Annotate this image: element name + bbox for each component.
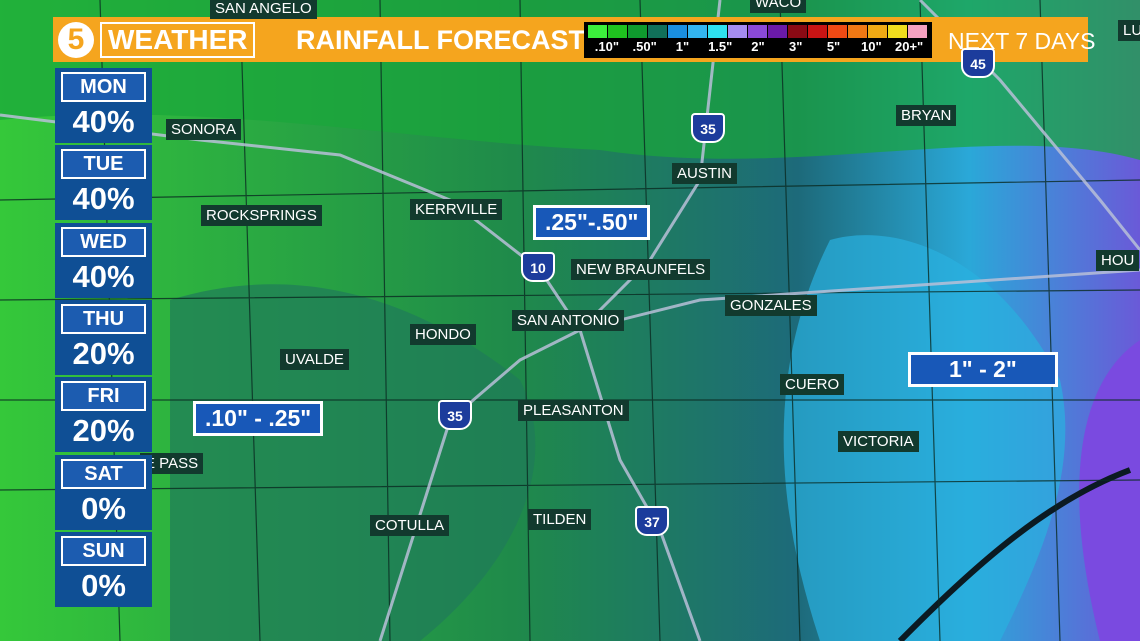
rain-chance: 0% <box>81 567 126 603</box>
legend-swatch <box>728 25 747 38</box>
range-label: .10" - .25" <box>193 401 324 436</box>
brand: WEATHER <box>100 22 256 58</box>
legend-label: .10" <box>594 39 619 54</box>
city-label: TILDEN <box>528 509 592 530</box>
highway-shield: 45 <box>961 48 995 78</box>
day-block: TUE 40% <box>55 145 152 221</box>
legend-swatch <box>628 25 647 38</box>
legend-label: .50" <box>632 39 657 54</box>
day-block: THU 20% <box>55 299 152 375</box>
rain-chance: 40% <box>72 104 135 139</box>
city-label: SAN ANGELO <box>210 0 317 19</box>
highway-shield: 35 <box>438 400 472 430</box>
day-name: SUN <box>61 535 146 566</box>
legend-swatch <box>748 25 767 38</box>
legend-label: 10" <box>861 39 882 54</box>
legend-swatch <box>808 25 827 38</box>
legend-swatch <box>668 25 687 38</box>
day-name: WED <box>61 226 146 257</box>
city-label: COTULLA <box>370 515 450 536</box>
legend-swatch <box>588 25 607 38</box>
city-label: VICTORIA <box>838 431 919 452</box>
rain-chance: 20% <box>72 335 135 371</box>
legend-label: 5" <box>826 39 841 54</box>
day-block: FRI 20% <box>55 377 152 453</box>
day-name: THU <box>61 303 146 334</box>
highway-shield: 37 <box>635 506 669 536</box>
city-label: CUERO <box>780 374 845 395</box>
day-name: SAT <box>61 458 146 489</box>
city-label: NEW BRAUNFELS <box>571 259 711 280</box>
city-label: LU <box>1118 20 1140 41</box>
city-label: KERRVILLE <box>410 199 503 220</box>
day-name: TUE <box>61 149 146 180</box>
legend-swatch <box>788 25 807 38</box>
highway-shield: 10 <box>521 252 555 282</box>
legend-swatch <box>688 25 707 38</box>
day-name: FRI <box>61 381 146 412</box>
legend-swatch <box>708 25 727 38</box>
rain-chance: 40% <box>72 181 135 217</box>
day-block: SAT 0% <box>55 454 152 530</box>
logo: 5 <box>58 22 94 58</box>
legend-swatch <box>828 25 847 38</box>
legend-swatch <box>868 25 887 38</box>
legend-label: 1.5" <box>708 39 733 54</box>
city-label: E PASS <box>140 453 204 474</box>
rain-chance: 40% <box>72 258 135 294</box>
city-label: HOU <box>1096 250 1140 271</box>
legend-swatch <box>648 25 667 38</box>
city-label: WACO <box>750 0 807 13</box>
legend-label: 1" <box>675 39 690 54</box>
legend: .10" .50" 1" 1.5" 2" 3" 5" 10" 20+" <box>584 22 932 58</box>
city-label: UVALDE <box>280 349 349 370</box>
city-label: AUSTIN <box>672 163 738 184</box>
legend-label: 2" <box>751 39 765 54</box>
city-label: ROCKSPRINGS <box>201 205 322 226</box>
rain-chance: 0% <box>81 490 126 526</box>
day-block: WED 40% <box>55 222 152 298</box>
range-label: .25"-.50" <box>533 205 651 240</box>
city-label: BRYAN <box>896 105 957 126</box>
legend-label: 20+" <box>894 39 924 54</box>
rain-chance: 20% <box>72 413 135 449</box>
city-label: SONORA <box>166 119 242 140</box>
legend-swatch <box>848 25 867 38</box>
city-label: GONZALES <box>725 295 817 316</box>
day-block: SUN 0% <box>55 531 152 607</box>
title: RAINFALL FORECAST <box>296 25 585 55</box>
city-label: HONDO <box>410 324 476 345</box>
day-block: MON 40% <box>55 68 152 143</box>
city-label: PLEASANTON <box>518 400 629 421</box>
legend-label: 3" <box>789 39 803 54</box>
highway-shield: 35 <box>691 113 725 143</box>
range-label: 1" - 2" <box>908 352 1058 387</box>
legend-swatch <box>888 25 907 38</box>
legend-swatch <box>768 25 787 38</box>
legend-swatch <box>908 25 927 38</box>
day-name: MON <box>61 72 146 102</box>
legend-swatch <box>608 25 627 38</box>
city-label: SAN ANTONIO <box>512 310 625 331</box>
